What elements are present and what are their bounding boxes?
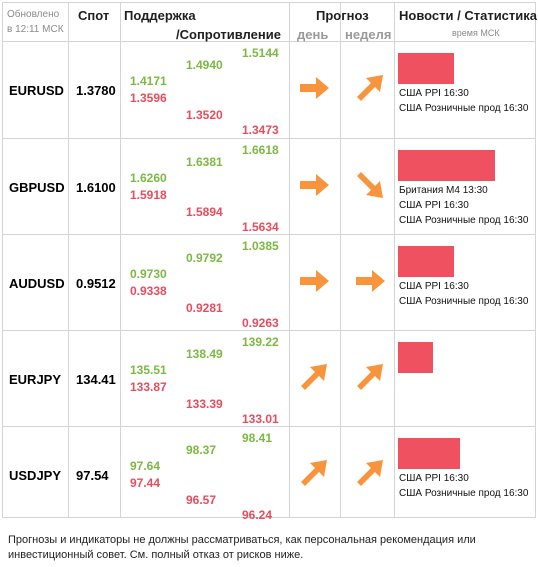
arrow-up-right-icon <box>301 364 327 390</box>
resistance-3: 1.3473 <box>242 123 279 137</box>
header-support: Поддержка <box>124 8 196 23</box>
support-1: 97.64 <box>130 459 161 473</box>
updated-time: в 12:11 МСК <box>7 24 64 35</box>
divider <box>289 2 290 518</box>
divider <box>394 2 395 518</box>
news-item: США PPI 16:30 <box>399 200 469 211</box>
risk-disclaimer: Прогнозы и индикаторы не должны рассматр… <box>8 534 476 561</box>
arrow-right-icon <box>300 174 329 196</box>
resistance-3: 1.5634 <box>242 220 279 234</box>
resistance-1: 97.44 <box>130 476 161 490</box>
currency-pair: GBPUSD <box>9 180 65 195</box>
arrow-right-icon <box>300 270 329 292</box>
arrow-up-right-icon <box>357 75 383 101</box>
spot-price: 1.6100 <box>76 180 116 195</box>
support-1: 1.4171 <box>130 74 167 88</box>
news-item: Британия М4 13:30 <box>399 185 488 196</box>
support-2: 0.9792 <box>186 251 223 265</box>
header-week: неделя <box>345 27 392 42</box>
support-3: 98.41 <box>242 431 273 445</box>
news-item: США Розничные прод 16:30 <box>399 488 529 499</box>
news-item: США PPI 16:30 <box>399 88 469 99</box>
news-item: США PPI 16:30 <box>399 473 469 484</box>
divider <box>2 426 536 427</box>
news-impact-bar <box>398 246 454 277</box>
currency-pair: EURUSD <box>9 83 64 98</box>
resistance-1: 1.5918 <box>130 188 167 202</box>
arrow-up-right-icon <box>301 460 327 486</box>
header-resistance: /Сопротивление <box>176 27 281 42</box>
news-impact-bar <box>398 53 454 84</box>
spot-price: 134.41 <box>76 372 116 387</box>
resistance-2: 0.9281 <box>186 301 223 315</box>
divider <box>2 41 536 42</box>
header-day: день <box>297 27 329 42</box>
divider <box>68 2 69 518</box>
support-2: 1.4940 <box>186 58 223 72</box>
forecast-table <box>2 2 536 518</box>
support-2: 1.6381 <box>186 155 223 169</box>
divider <box>2 330 536 331</box>
arrow-right-icon <box>356 270 385 292</box>
news-impact-bar <box>398 438 460 469</box>
divider <box>340 2 341 518</box>
news-item: США PPI 16:30 <box>399 281 469 292</box>
support-3: 1.0385 <box>242 239 279 253</box>
currency-pair: AUDUSD <box>9 276 65 291</box>
support-3: 139.22 <box>242 335 279 349</box>
resistance-1: 1.3596 <box>130 91 167 105</box>
news-item: США Розничные прод 16:30 <box>399 215 529 226</box>
support-1: 135.51 <box>130 363 167 377</box>
header-news-time: время МСК <box>452 28 500 38</box>
support-3: 1.6618 <box>242 143 279 157</box>
news-impact-bar <box>398 342 433 373</box>
divider <box>2 234 536 235</box>
resistance-2: 96.57 <box>186 493 217 507</box>
resistance-3: 0.9263 <box>242 316 279 330</box>
divider <box>2 138 536 139</box>
resistance-3: 96.24 <box>242 508 273 522</box>
resistance-3: 133.01 <box>242 412 279 426</box>
spot-price: 97.54 <box>76 468 109 483</box>
resistance-2: 1.5894 <box>186 205 223 219</box>
spot-price: 0.9512 <box>76 276 116 291</box>
resistance-1: 0.9338 <box>130 284 167 298</box>
header-spot: Спот <box>78 8 110 23</box>
header-news: Новости / Статистика <box>399 8 538 23</box>
resistance-2: 133.39 <box>186 397 223 411</box>
updated-label: Обновлено <box>7 9 60 20</box>
news-item: США Розничные прод 16:30 <box>399 103 529 114</box>
resistance-1: 133.87 <box>130 380 167 394</box>
arrow-down-right-icon <box>357 172 383 198</box>
arrow-up-right-icon <box>357 460 383 486</box>
spot-price: 1.3780 <box>76 83 116 98</box>
news-impact-bar <box>398 150 495 181</box>
arrow-right-icon <box>300 77 329 99</box>
support-1: 1.6260 <box>130 171 167 185</box>
support-2: 98.37 <box>186 443 217 457</box>
currency-pair: USDJPY <box>9 468 62 483</box>
currency-pair: EURJPY <box>9 372 62 387</box>
news-item: США Розничные прод 16:30 <box>399 296 529 307</box>
arrow-up-right-icon <box>357 364 383 390</box>
resistance-2: 1.3520 <box>186 108 223 122</box>
support-2: 138.49 <box>186 347 223 361</box>
header-forecast: Прогноз <box>316 8 369 23</box>
support-3: 1.5144 <box>242 46 279 60</box>
divider <box>120 2 121 518</box>
support-1: 0.9730 <box>130 267 167 281</box>
